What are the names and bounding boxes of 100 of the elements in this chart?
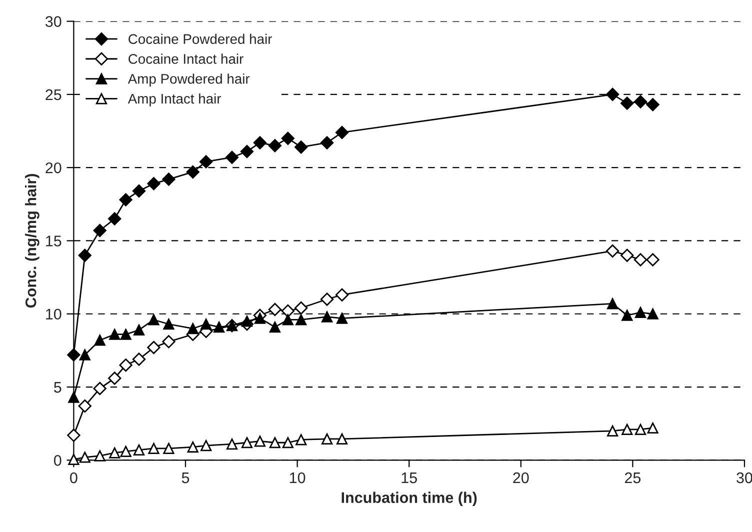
point [268,139,282,152]
point [254,436,266,447]
point [336,312,348,324]
point [282,437,294,448]
point [321,311,333,322]
point [93,382,106,396]
point [132,352,146,366]
point [108,372,122,385]
point [148,314,160,326]
point [281,132,294,145]
point [162,335,176,348]
point [634,424,646,436]
point [294,140,308,154]
y-tick-label: 5 [54,382,62,393]
point [620,248,634,262]
point [646,98,660,112]
point [79,452,90,463]
point [607,298,618,310]
point [93,224,106,238]
x-tick-label: 25 [624,472,641,484]
point [163,318,174,330]
legend-label: Amp Intact hair [128,93,222,106]
point [622,424,633,436]
point [269,437,280,448]
y-tick-label: 15 [46,236,62,246]
point [320,136,334,150]
point [94,334,106,346]
point [120,446,132,457]
point [68,392,80,403]
point [120,328,132,340]
point [200,440,212,452]
point [186,165,200,179]
point [148,442,160,454]
point [109,328,120,340]
point [163,442,174,454]
x-tick-label: 20 [513,472,529,484]
point [620,96,634,110]
point [213,321,225,333]
point [162,172,176,186]
legend-label: Cocaine Powdered hair [128,34,272,44]
point [147,340,160,354]
y-tick-label: 20 [46,162,62,174]
point [187,322,198,334]
point [241,316,253,327]
point [335,126,349,140]
legend-label: Cocaine Intact hair [128,54,244,64]
point [634,253,648,266]
point [646,253,660,266]
point [78,248,92,262]
point [647,422,658,434]
point [119,193,132,206]
point [268,302,282,316]
point [634,95,648,108]
point [187,441,198,453]
y-tick-label: 25 [46,89,62,100]
point [109,447,120,458]
y-tick-label: 10 [46,308,62,320]
point [296,434,307,446]
x-axis-title: Incubation time (h) [342,492,477,506]
point [253,136,267,150]
point [119,358,132,372]
point [240,144,254,158]
point [133,324,145,336]
point [147,177,160,190]
point [321,433,333,445]
point [296,314,307,326]
point [79,349,90,360]
x-tick-label: 10 [290,472,306,484]
point [634,306,646,318]
y-tick-label: 30 [45,16,62,27]
point [108,212,122,226]
x-tick-label: 0 [70,472,78,484]
x-tick-label: 5 [182,472,190,484]
point [132,184,146,198]
point [254,312,266,324]
point [200,318,212,330]
point [67,348,80,362]
point [78,399,92,413]
point [606,244,620,258]
x-tick-label: 30 [736,472,752,484]
legend-label: Amp Powdered hair [128,74,250,87]
point [94,450,106,462]
point [67,428,80,442]
point [282,314,294,326]
point [606,88,620,102]
point [241,437,253,448]
point [199,155,213,168]
x-tick-label: 15 [402,472,417,484]
point [225,150,239,164]
y-axis-title: Conc. (ng/mg hair) [25,174,40,308]
point [226,438,238,450]
point [335,288,349,302]
point [622,310,633,321]
point [320,292,334,306]
point [133,444,145,456]
point [647,308,658,320]
point [336,433,348,445]
point [269,321,280,333]
point [294,301,308,315]
point [607,425,618,436]
